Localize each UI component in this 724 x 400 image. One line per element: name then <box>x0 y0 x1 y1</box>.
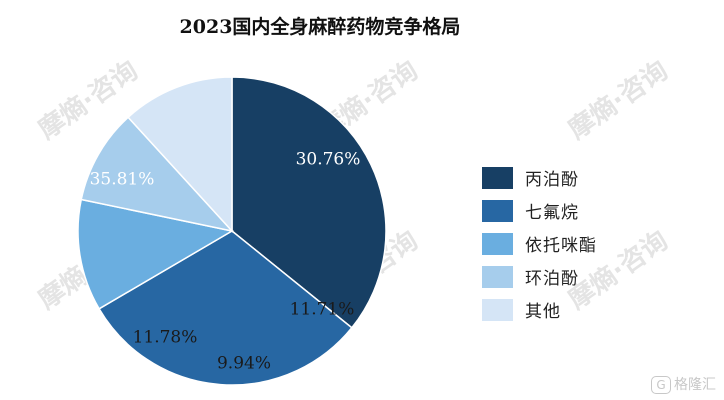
legend-item: 环泊酚 <box>482 260 597 293</box>
brand-name: 格隆汇 <box>674 377 716 393</box>
pie-slice-2 <box>98 230 353 386</box>
legend-swatch <box>482 166 513 189</box>
brand-logo-icon: G <box>651 376 671 394</box>
chart-title: 2023国内全身麻醉药物竞争格局 <box>179 16 461 38</box>
brand-mark: G 格隆汇 <box>651 374 716 394</box>
legend-swatch <box>482 265 513 288</box>
slice-data-label: 11.71% <box>290 300 355 320</box>
slice-data-label: 11.78% <box>133 328 198 348</box>
pie-slice-1 <box>231 76 387 329</box>
legend-item: 丙泊酚 <box>482 161 597 194</box>
pie-slice-4 <box>80 116 235 233</box>
slice-data-label: 30.76% <box>296 150 361 170</box>
legend-swatch <box>482 232 513 255</box>
pie-slice-3 <box>77 198 235 310</box>
legend-swatch <box>482 298 513 321</box>
pie-slice-5 <box>127 76 233 233</box>
legend-item: 其他 <box>482 293 597 326</box>
legend-label: 其他 <box>525 302 561 322</box>
legend-label: 依托咪酯 <box>525 236 597 256</box>
legend-swatch <box>482 199 513 222</box>
legend-label: 环泊酚 <box>525 269 579 289</box>
slice-data-label: 35.81% <box>90 170 155 190</box>
slice-data-label: 9.94% <box>217 354 271 374</box>
legend-label: 丙泊酚 <box>525 170 579 190</box>
legend: 丙泊酚七氟烷依托咪酯环泊酚其他 <box>482 161 597 326</box>
legend-item: 七氟烷 <box>482 194 597 227</box>
legend-label: 七氟烷 <box>525 203 579 223</box>
legend-item: 依托咪酯 <box>482 227 597 260</box>
